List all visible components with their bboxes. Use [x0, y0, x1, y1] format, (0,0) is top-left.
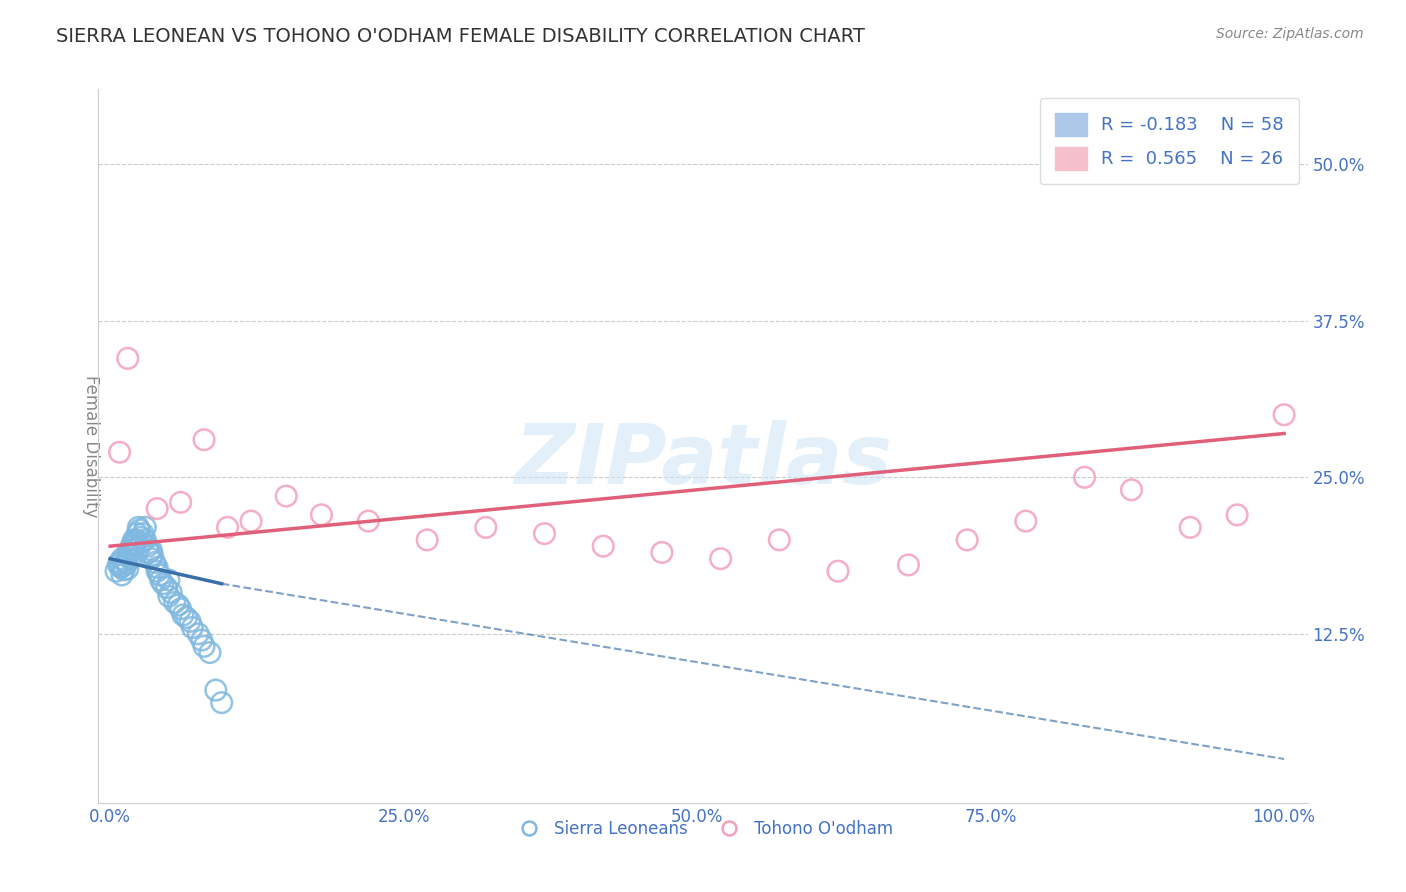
Point — [768, 533, 790, 547]
Point — [118, 548, 141, 562]
Point — [146, 560, 169, 574]
Point — [311, 508, 333, 522]
Point — [117, 351, 139, 366]
Text: Source: ZipAtlas.com: Source: ZipAtlas.com — [1216, 27, 1364, 41]
Point — [1121, 483, 1143, 497]
Point — [132, 526, 155, 541]
Point — [157, 573, 180, 587]
Point — [143, 556, 166, 570]
Point — [276, 489, 298, 503]
Point — [187, 627, 209, 641]
Point — [357, 514, 380, 528]
Point — [1015, 514, 1038, 528]
Point — [152, 576, 174, 591]
Point — [169, 495, 191, 509]
Point — [1073, 470, 1095, 484]
Point — [121, 536, 143, 550]
Point — [416, 533, 439, 547]
Point — [117, 545, 139, 559]
Point — [141, 551, 163, 566]
Point — [1272, 408, 1295, 422]
Point — [190, 633, 212, 648]
Text: SIERRA LEONEAN VS TOHONO O'ODHAM FEMALE DISABILITY CORRELATION CHART: SIERRA LEONEAN VS TOHONO O'ODHAM FEMALE … — [56, 27, 865, 45]
Point — [827, 564, 849, 578]
Point — [108, 445, 131, 459]
Point — [157, 589, 180, 603]
Point — [112, 563, 135, 577]
Point — [475, 520, 498, 534]
Point — [122, 538, 145, 552]
Point — [108, 556, 131, 570]
Point — [134, 533, 156, 547]
Point — [146, 501, 169, 516]
Point — [141, 542, 163, 557]
Point — [155, 581, 177, 595]
Point — [160, 585, 183, 599]
Point — [211, 696, 233, 710]
Point — [956, 533, 979, 547]
Point — [128, 539, 150, 553]
Point — [134, 520, 156, 534]
Point — [163, 595, 186, 609]
Point — [181, 621, 204, 635]
Point — [172, 607, 194, 622]
Point — [146, 564, 169, 578]
Point — [129, 530, 152, 544]
Point — [149, 573, 172, 587]
Point — [167, 598, 190, 612]
Point — [136, 539, 159, 553]
Point — [120, 539, 142, 553]
Point — [179, 614, 201, 628]
Point — [1180, 520, 1202, 534]
Point — [114, 554, 136, 568]
Legend: Sierra Leoneans, Tohono O'odham: Sierra Leoneans, Tohono O'odham — [506, 814, 900, 845]
Point — [127, 520, 149, 534]
Point — [122, 533, 145, 547]
Text: ZIPatlas: ZIPatlas — [515, 420, 891, 500]
Point — [120, 542, 142, 557]
Point — [193, 433, 215, 447]
Point — [1226, 508, 1249, 522]
Point — [111, 568, 134, 582]
Point — [240, 514, 263, 528]
Point — [115, 557, 138, 571]
Point — [651, 545, 673, 559]
Point — [111, 551, 134, 566]
Point — [105, 564, 128, 578]
Point — [138, 545, 160, 559]
Point — [169, 601, 191, 615]
Point — [897, 558, 920, 572]
Point — [176, 610, 198, 624]
Point — [128, 523, 150, 537]
Point — [193, 640, 215, 654]
Y-axis label: Female Disability: Female Disability — [82, 375, 100, 517]
Point — [117, 562, 139, 576]
Point — [204, 683, 226, 698]
Point — [107, 558, 129, 572]
Point — [592, 539, 614, 553]
Point — [131, 535, 153, 549]
Point — [127, 526, 149, 541]
Point — [148, 568, 170, 582]
Point — [198, 646, 221, 660]
Point — [112, 559, 135, 574]
Point — [217, 520, 239, 534]
Point — [125, 533, 148, 547]
Point — [533, 526, 555, 541]
Point — [710, 551, 733, 566]
Point — [110, 560, 132, 574]
Point — [120, 551, 142, 566]
Point — [124, 535, 146, 549]
Point — [141, 548, 163, 562]
